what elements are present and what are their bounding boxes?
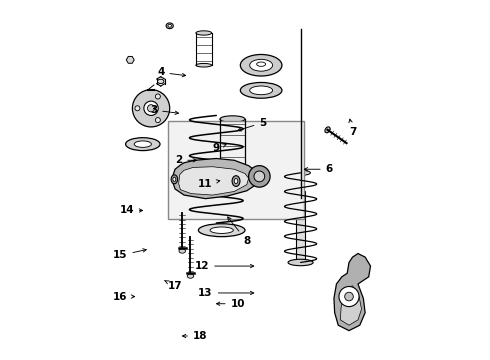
Circle shape — [155, 94, 160, 99]
Ellipse shape — [291, 170, 311, 175]
Text: 18: 18 — [182, 331, 207, 341]
Ellipse shape — [220, 116, 245, 122]
Ellipse shape — [234, 179, 238, 184]
Circle shape — [248, 166, 270, 187]
Ellipse shape — [173, 177, 176, 181]
Ellipse shape — [179, 249, 186, 253]
Polygon shape — [179, 167, 248, 195]
Text: 4: 4 — [157, 67, 186, 77]
Ellipse shape — [288, 259, 313, 266]
Ellipse shape — [240, 82, 282, 98]
Circle shape — [254, 171, 265, 182]
Ellipse shape — [210, 227, 233, 233]
Ellipse shape — [325, 127, 330, 133]
Text: 1: 1 — [0, 359, 1, 360]
Ellipse shape — [196, 63, 212, 67]
Text: 2: 2 — [175, 155, 196, 165]
Bar — [296, 191, 305, 262]
Ellipse shape — [232, 176, 240, 186]
Polygon shape — [173, 158, 259, 199]
Text: 12: 12 — [195, 261, 254, 271]
Ellipse shape — [125, 138, 160, 150]
Circle shape — [344, 292, 353, 301]
Ellipse shape — [171, 175, 177, 184]
Ellipse shape — [198, 224, 245, 237]
Circle shape — [155, 118, 160, 123]
Text: 13: 13 — [198, 288, 254, 298]
Polygon shape — [341, 286, 362, 325]
Text: 17: 17 — [165, 281, 182, 291]
Polygon shape — [334, 253, 370, 330]
Ellipse shape — [240, 54, 282, 76]
Text: 15: 15 — [113, 249, 147, 260]
Text: 16: 16 — [113, 292, 135, 302]
Ellipse shape — [220, 170, 245, 176]
Text: 14: 14 — [120, 206, 143, 216]
Text: 8: 8 — [228, 217, 250, 246]
Text: 9: 9 — [213, 143, 226, 153]
Ellipse shape — [134, 141, 151, 147]
Text: 3: 3 — [150, 105, 178, 115]
Text: 10: 10 — [217, 299, 245, 309]
Text: 11: 11 — [198, 179, 220, 189]
Text: 5: 5 — [238, 118, 267, 131]
Circle shape — [339, 287, 359, 307]
Circle shape — [147, 105, 155, 112]
Ellipse shape — [187, 274, 194, 278]
Text: 7: 7 — [349, 119, 356, 136]
Text: 6: 6 — [304, 164, 333, 174]
Ellipse shape — [250, 59, 272, 71]
Circle shape — [135, 106, 140, 111]
Bar — [168, 121, 304, 220]
Ellipse shape — [257, 62, 266, 66]
Ellipse shape — [157, 79, 164, 84]
Ellipse shape — [250, 86, 272, 95]
Ellipse shape — [196, 31, 212, 35]
Circle shape — [144, 101, 158, 116]
Circle shape — [132, 90, 170, 127]
Ellipse shape — [168, 24, 172, 27]
Ellipse shape — [166, 23, 173, 29]
